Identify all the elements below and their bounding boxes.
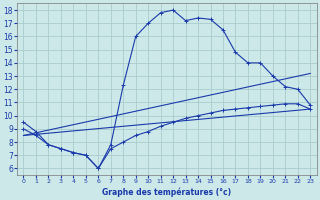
X-axis label: Graphe des températures (°c): Graphe des températures (°c) [102,187,231,197]
